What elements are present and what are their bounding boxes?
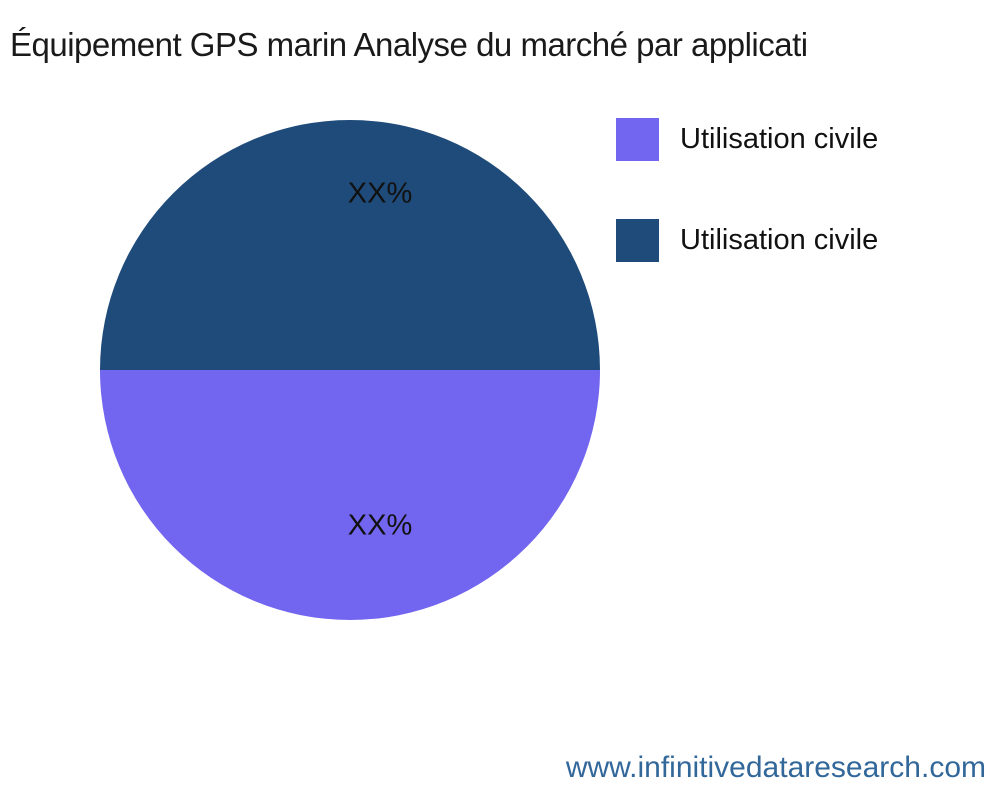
pie-chart bbox=[100, 120, 600, 620]
footer-website-text: www.infinitivedataresearch.com bbox=[565, 751, 986, 784]
pie-slice-top bbox=[100, 120, 600, 370]
legend-swatch-purple bbox=[616, 117, 659, 161]
pie-slice-bottom bbox=[100, 370, 600, 620]
legend-item-label: Utilisation civile bbox=[680, 223, 879, 256]
legend-item: Utilisation civile bbox=[616, 117, 878, 161]
legend-item: Utilisation civile bbox=[616, 218, 878, 262]
legend-swatch-navy bbox=[616, 218, 659, 262]
legend-item-label: Utilisation civile bbox=[680, 122, 879, 155]
slice-value-label-top: XX% bbox=[347, 177, 413, 210]
chart-title: Équipement GPS marin Analyse du marché p… bbox=[10, 26, 808, 63]
slice-value-label-bottom: XX% bbox=[347, 509, 413, 542]
